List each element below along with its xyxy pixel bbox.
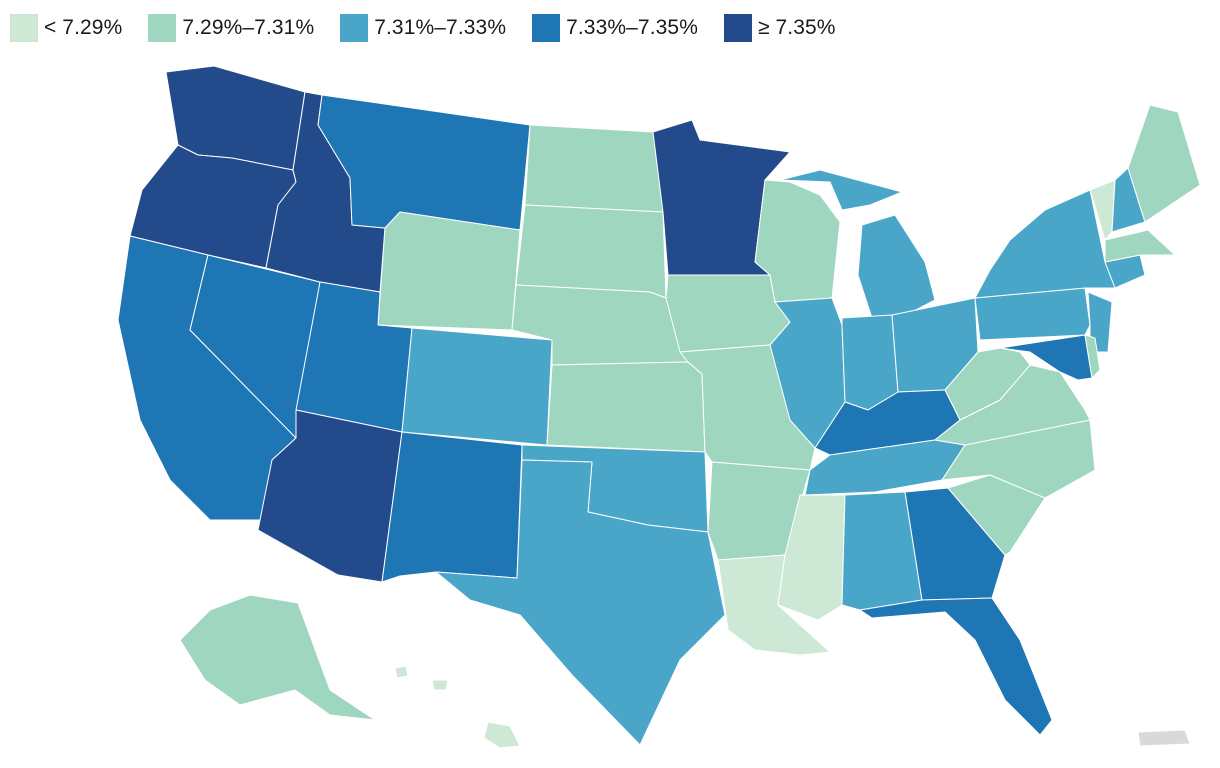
legend-swatch — [148, 14, 177, 42]
state-GA[interactable] — [904, 487, 1006, 601]
state-HI[interactable] — [394, 665, 409, 679]
state-AK[interactable] — [179, 594, 376, 721]
legend-item-bin-3: 7.33%–7.35% — [532, 14, 698, 42]
legend-item-bin-4: ≥ 7.35% — [723, 14, 836, 42]
state-IA[interactable] — [665, 274, 791, 353]
state-MI-lower[interactable] — [857, 214, 936, 319]
legend: < 7.29% 7.29%–7.31% 7.31%–7.33% 7.33%–7.… — [10, 13, 862, 43]
state-TX[interactable] — [435, 459, 726, 746]
legend-swatch — [723, 14, 752, 42]
state-FL[interactable] — [859, 597, 1053, 736]
legend-label: 7.31%–7.33% — [374, 16, 507, 39]
state-ME[interactable] — [1127, 104, 1201, 223]
legend-item-bin-1: 7.29%–7.31% — [148, 14, 314, 42]
state-ND[interactable] — [524, 124, 664, 213]
state-MA[interactable] — [1104, 229, 1176, 263]
state-NJ[interactable] — [1087, 291, 1113, 353]
legend-label: 7.33%–7.35% — [566, 16, 698, 39]
state-HI-island-2[interactable] — [431, 679, 449, 691]
territory-PR[interactable] — [1137, 729, 1191, 747]
state-KS[interactable] — [546, 361, 706, 453]
state-SC[interactable] — [947, 474, 1046, 556]
legend-swatch — [10, 14, 38, 42]
legend-label: < 7.29% — [44, 16, 123, 39]
state-DE[interactable] — [1084, 334, 1101, 379]
state-WI[interactable] — [754, 179, 841, 303]
state-NM[interactable] — [381, 431, 523, 583]
state-NY[interactable] — [974, 189, 1116, 299]
state-MI[interactable] — [779, 169, 903, 211]
states-layer — [117, 65, 1201, 749]
legend-label: ≥ 7.35% — [757, 16, 836, 39]
legend-swatch — [340, 14, 369, 42]
state-IN[interactable] — [841, 314, 899, 411]
legend-label: 7.29%–7.31% — [182, 16, 315, 39]
state-SD[interactable] — [515, 204, 667, 299]
legend-item-bin-0: < 7.29% — [10, 14, 122, 42]
legend-swatch — [532, 14, 561, 42]
state-CO[interactable] — [401, 327, 553, 446]
state-WV[interactable] — [944, 347, 1031, 421]
legend-item-bin-2: 7.31%–7.33% — [340, 14, 506, 42]
state-HI-big-island[interactable] — [483, 721, 521, 749]
state-WY[interactable] — [377, 211, 521, 331]
